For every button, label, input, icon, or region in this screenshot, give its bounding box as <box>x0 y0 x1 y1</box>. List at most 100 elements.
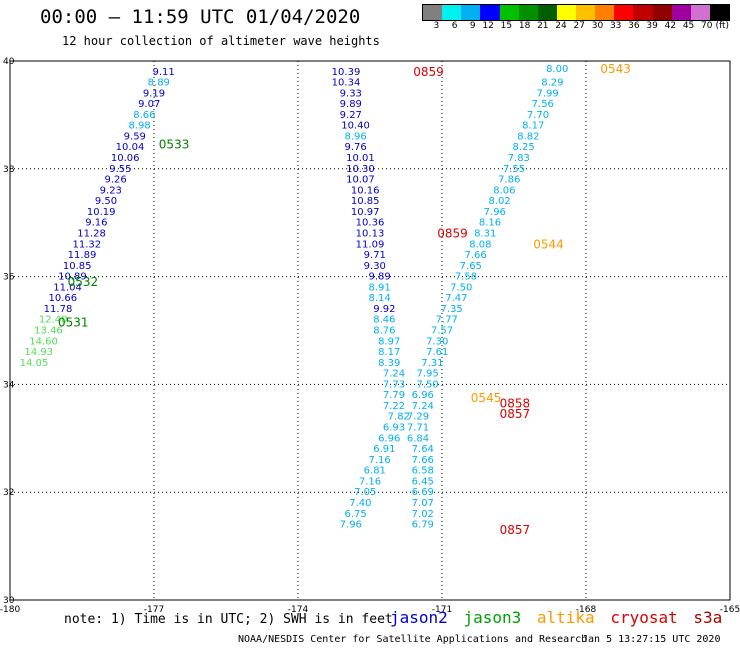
wave-height-value: 10.01 <box>346 153 375 164</box>
pass-time-label: 0857 <box>500 407 531 421</box>
wave-height-value: 7.30 <box>426 336 448 347</box>
wave-height-value: 10.13 <box>356 228 385 239</box>
wave-height-value: 8.89 <box>148 78 170 89</box>
wave-height-value: 6.96 <box>378 433 400 444</box>
wave-height-value: 10.34 <box>332 78 361 89</box>
wave-height-value: 11.32 <box>72 239 101 250</box>
pass-time-label: 0533 <box>159 138 190 152</box>
pass-time-label: 0857 <box>500 523 531 537</box>
legend-s3a: s3a <box>693 608 723 627</box>
color-scale-label: 3 <box>433 21 440 31</box>
wave-height-value: 7.02 <box>412 509 434 520</box>
wave-height-value: 8.31 <box>474 228 496 239</box>
wave-height-value: 10.89 <box>58 272 87 283</box>
wave-height-value: 9.30 <box>364 261 386 272</box>
plot-frame <box>9 60 731 601</box>
footer-credit: NOAA/NESDIS Center for Satellite Applica… <box>238 634 588 645</box>
wave-height-value: 12.40 <box>39 315 68 326</box>
wave-height-value: 8.76 <box>373 326 395 337</box>
wave-height-value: 7.66 <box>412 455 434 466</box>
wave-height-value: 6.84 <box>407 433 429 444</box>
wave-height-value: 7.22 <box>383 401 405 412</box>
wave-height-value: 8.39 <box>378 358 400 369</box>
color-scale-label: 9 <box>469 21 476 31</box>
wave-height-value: 8.91 <box>368 282 390 293</box>
wave-height-value: 11.09 <box>356 239 385 250</box>
wave-height-value: 7.47 <box>445 293 467 304</box>
legend-altika: altika <box>536 608 595 627</box>
wave-height-value: 8.98 <box>128 121 150 132</box>
wave-height-value: 7.50 <box>450 282 472 293</box>
color-scale-label: 18 <box>518 21 531 31</box>
color-scale-label: 36 <box>628 21 640 31</box>
wave-height-value: 9.89 <box>368 272 390 283</box>
wave-height-value: 9.55 <box>109 164 131 175</box>
wave-height-value: 9.76 <box>344 142 366 153</box>
x-tick-label: -165 <box>720 605 740 615</box>
wave-height-value: 9.27 <box>340 110 362 121</box>
wave-height-value: 8.29 <box>541 78 563 89</box>
color-scale-label: 24 <box>555 21 567 31</box>
x-tick-label: -168 <box>576 605 597 615</box>
wave-height-value: 10.97 <box>351 207 380 218</box>
y-tick-label: 34 <box>3 380 15 390</box>
color-scale-cell <box>576 5 596 20</box>
wave-height-value: 9.89 <box>340 99 362 110</box>
wave-height-value: 9.23 <box>100 185 122 196</box>
wave-height-value: 7.95 <box>416 369 438 380</box>
legend-jason3: jason3 <box>463 608 522 627</box>
wave-height-value: 8.17 <box>522 121 544 132</box>
color-scale-cell <box>633 5 653 20</box>
wave-height-value: 9.71 <box>364 250 386 261</box>
color-scale-cell <box>423 5 443 20</box>
color-scale-label: 39 <box>646 21 658 31</box>
wave-height-value: 10.85 <box>63 261 92 272</box>
wave-height-value: 9.11 <box>152 67 174 78</box>
wave-height-value: 10.36 <box>356 218 385 229</box>
pass-time-label: 0545 <box>471 391 502 405</box>
wave-height-value: 7.16 <box>368 455 390 466</box>
wave-height-value: 9.16 <box>85 218 107 229</box>
wave-height-value: 9.07 <box>138 99 160 110</box>
y-tick-label: 36 <box>3 273 15 283</box>
color-scale-cell <box>537 5 557 20</box>
pass-time-label: 0532 <box>68 275 99 289</box>
wave-height-value: 11.28 <box>77 228 106 239</box>
wave-height-value: 8.00 <box>546 64 568 75</box>
wave-height-value: 7.96 <box>484 207 506 218</box>
color-scale-label: 15 <box>500 21 513 31</box>
y-tick-label: 38 <box>3 165 15 175</box>
color-scale-cell <box>690 5 710 20</box>
wave-height-value: 7.96 <box>340 520 362 531</box>
wave-height-value: 10.40 <box>341 121 370 132</box>
color-scale-label: 21 <box>537 21 549 31</box>
wave-height-value: 7.77 <box>436 315 458 326</box>
wave-height-value: 7.35 <box>440 304 462 315</box>
color-scale-cell <box>499 5 519 20</box>
color-scale-cell <box>480 5 500 20</box>
color-scale-cell <box>614 5 634 20</box>
color-scale-cell <box>461 5 481 20</box>
wave-height-value: 8.17 <box>378 347 400 358</box>
wave-height-value: 14.05 <box>20 358 49 369</box>
wave-height-value: 9.50 <box>95 196 117 207</box>
wave-height-value: 8.08 <box>469 239 491 250</box>
wave-height-value: 7.07 <box>412 498 434 509</box>
wave-height-value: 7.24 <box>383 369 405 380</box>
wave-height-value: 13.46 <box>34 326 63 337</box>
wave-height-value: 6.58 <box>412 466 434 477</box>
wave-height-value: 6.91 <box>373 444 395 455</box>
pass-time-label: 0543 <box>600 62 631 76</box>
wave-height-value: 9.26 <box>104 175 126 186</box>
x-tick-label: -177 <box>144 605 164 615</box>
wave-height-value: 7.82 <box>388 412 410 423</box>
wave-height-value: 8.46 <box>373 315 395 326</box>
color-scale-label: 70 <box>701 21 713 31</box>
wave-height-value: 7.55 <box>503 164 525 175</box>
x-tick-label: -180 <box>0 605 20 615</box>
page-title: 00:00 – 11:59 UTC 01/04/2020 <box>40 6 361 28</box>
color-scale-legend: 3 6 9 12 15 18 21 24 27 30 33 36 39 42 45 70 (ft) <box>422 4 730 34</box>
wave-height-value: 6.75 <box>344 509 366 520</box>
color-scale-label: 33 <box>609 21 622 31</box>
